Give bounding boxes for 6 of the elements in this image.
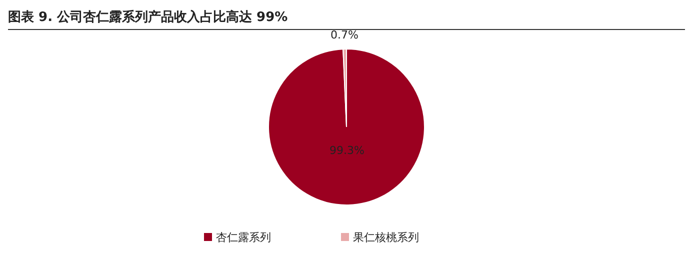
legend-label: 杏仁露系列: [216, 231, 271, 244]
data-label: 0.7%: [330, 28, 358, 42]
chart-title: 图表 9. 公司杏仁露系列产品收入占比高达 99%: [8, 8, 685, 30]
pie-slice: [268, 48, 425, 206]
legend-label: 果仁核桃系列: [353, 231, 419, 244]
data-label: 99.3%: [330, 144, 364, 157]
